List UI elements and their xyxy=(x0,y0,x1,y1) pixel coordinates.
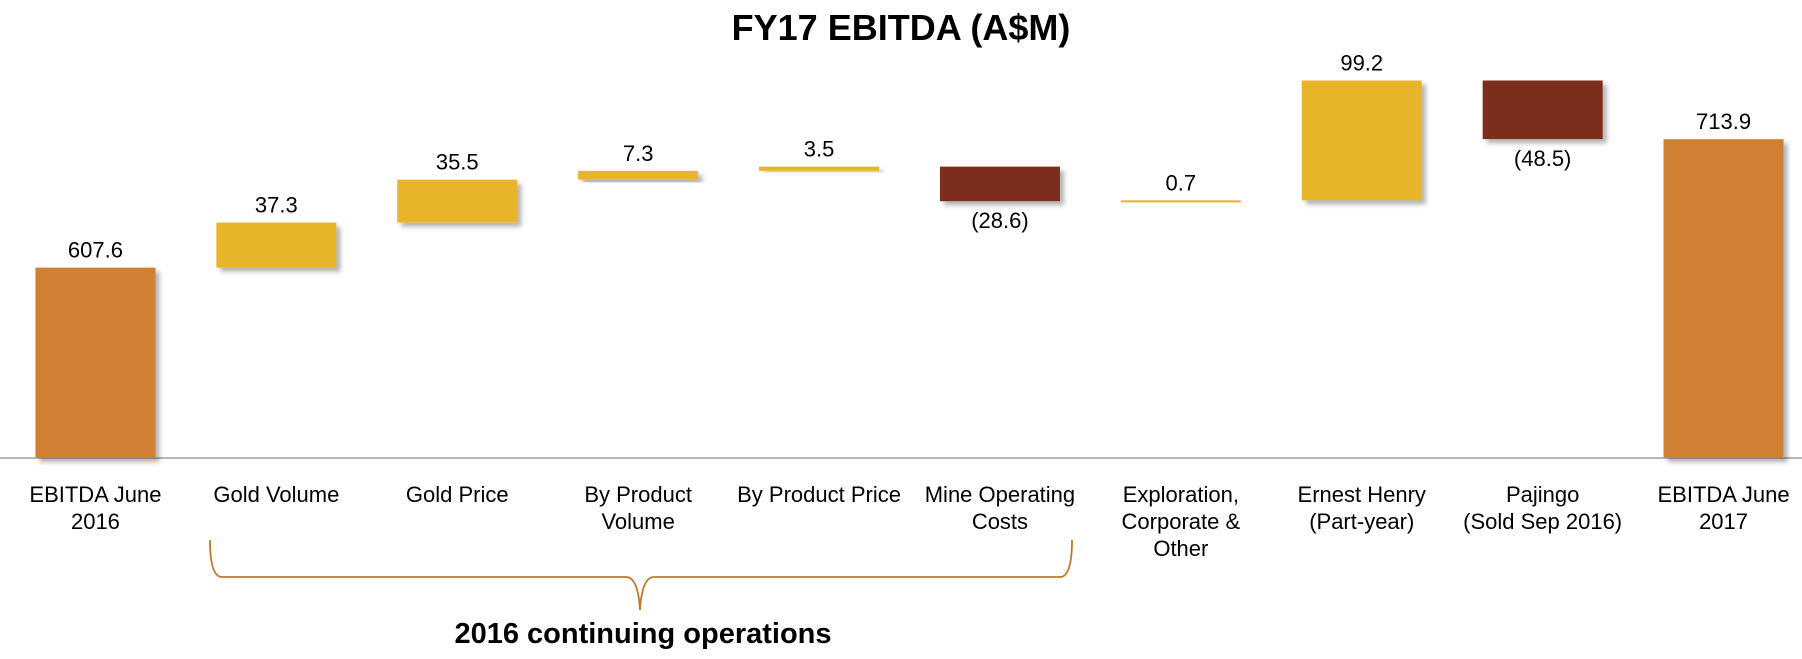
bar xyxy=(397,179,518,223)
x-tick-label: EBITDA June 2016 xyxy=(29,482,161,534)
bar xyxy=(578,170,699,180)
x-tick-label: Mine Operating Costs xyxy=(925,482,1075,534)
bar xyxy=(216,222,337,268)
annotation: 2016 continuing operations xyxy=(454,618,831,650)
value-label: (48.5) xyxy=(1514,146,1571,171)
chart-title: FY17 EBITDA (A$M) xyxy=(732,7,1071,48)
bar xyxy=(1120,200,1241,203)
value-label: 3.5 xyxy=(804,137,835,162)
bar xyxy=(35,267,156,458)
bar xyxy=(1482,80,1603,140)
x-tick-label: Gold Volume xyxy=(213,482,339,507)
bar xyxy=(759,166,880,171)
x-tick-label: By Product Price xyxy=(737,482,901,507)
x-tick-label: Gold Price xyxy=(406,482,509,507)
bar xyxy=(1301,80,1422,201)
bar xyxy=(1663,139,1784,458)
value-label: (28.6) xyxy=(971,208,1028,233)
bracket xyxy=(209,539,1073,611)
value-label: 7.3 xyxy=(623,141,654,166)
x-tick-label: By Product Volume xyxy=(584,482,692,534)
value-label: 0.7 xyxy=(1166,170,1197,195)
value-label: 35.5 xyxy=(436,150,479,175)
x-tick-label: Exploration, Corporate & Other xyxy=(1122,482,1241,561)
value-label: 713.9 xyxy=(1696,109,1751,134)
x-tick-label: Ernest Henry (Part-year) xyxy=(1298,482,1426,534)
value-label: 37.3 xyxy=(255,193,298,218)
value-label: 607.6 xyxy=(68,238,123,263)
value-label: 99.2 xyxy=(1340,50,1383,75)
x-tick-label: EBITDA June 2017 xyxy=(1658,482,1790,534)
x-tick-label: Pajingo (Sold Sep 2016) xyxy=(1463,482,1622,534)
bar xyxy=(939,166,1060,202)
